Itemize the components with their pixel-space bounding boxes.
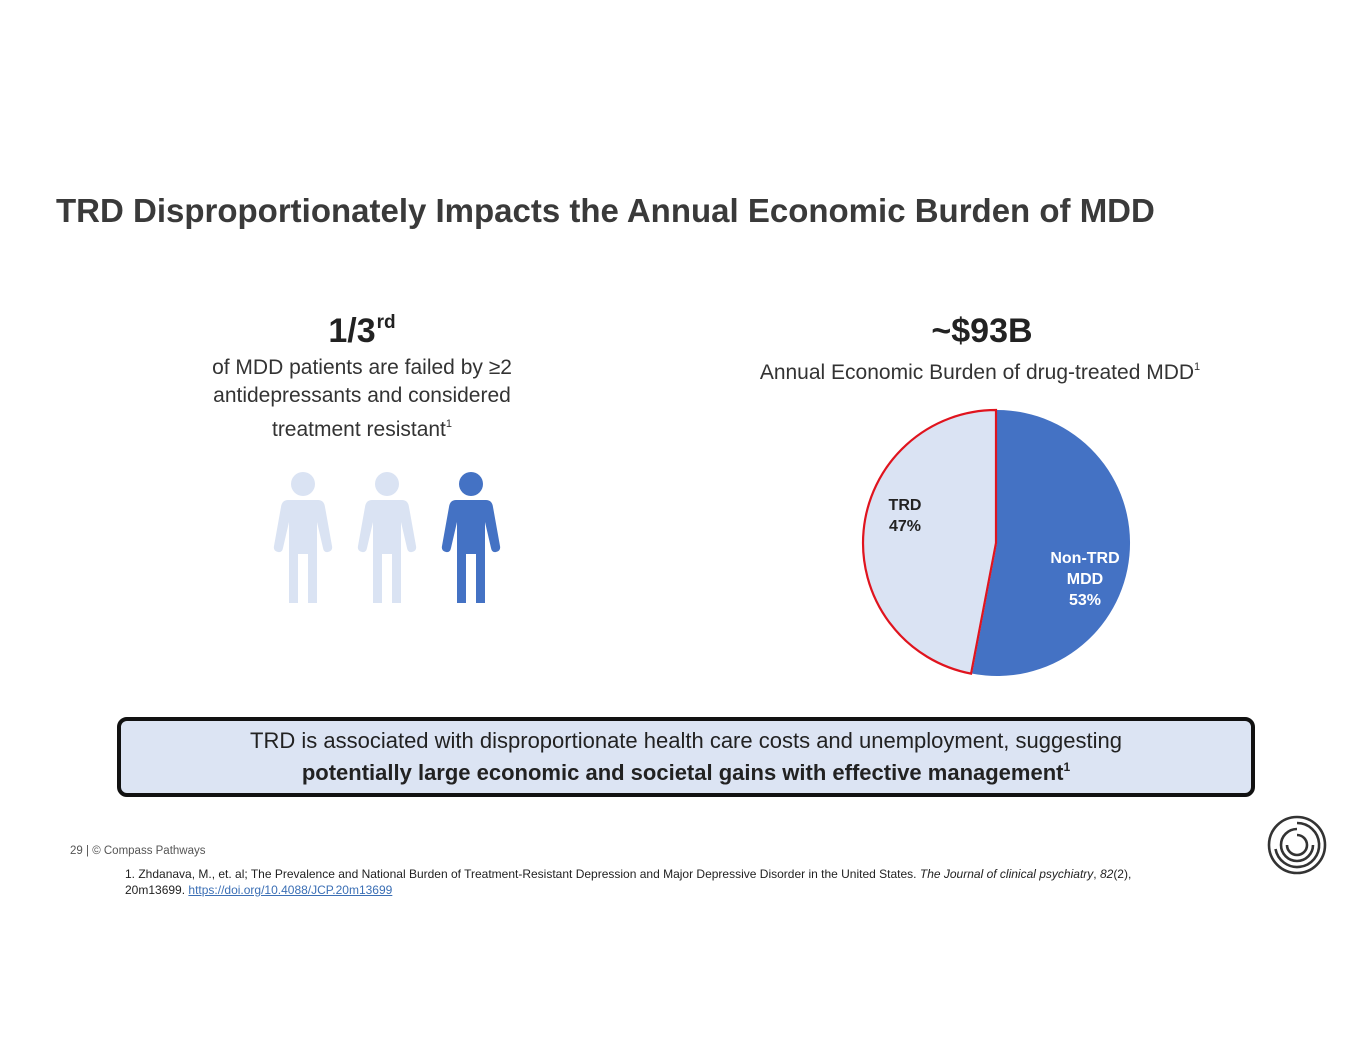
doi-link[interactable]: https://doi.org/10.4088/JCP.20m13699 <box>188 883 393 897</box>
pie-slice <box>972 410 1131 676</box>
left-stat-line: of MDD patients are failed by ≥2 <box>212 356 512 379</box>
pie-chart: Non-TRD MDD 53% TRD 47% <box>861 408 1131 676</box>
person-icon <box>273 472 333 603</box>
footnote-ref: 1 <box>1063 760 1071 774</box>
pie-slice-label: TRD 47% <box>889 497 922 535</box>
callout-line-1: TRD is associated with disproportionate … <box>250 728 1122 753</box>
right-stat-value: ~$93B <box>931 312 1033 350</box>
callout-line-2: potentially large economic and societal … <box>301 760 1071 785</box>
page-title: TRD Disproportionately Impacts the Annua… <box>56 192 1155 229</box>
callout-box: TRD is associated with disproportionate … <box>117 717 1255 797</box>
person-icon <box>357 472 417 603</box>
right-stat-description: Annual Economic Burden of drug-treated M… <box>759 361 1201 384</box>
reference-footnote: 1. Zhdanava, M., et. al; The Prevalence … <box>125 867 1132 897</box>
footer-separator: | <box>86 845 89 857</box>
left-stat-line: antidepressants and considered <box>213 384 511 407</box>
pie-slice-label: Non-TRD MDD 53% <box>1050 550 1119 609</box>
left-stat-line: treatment resistant1 <box>271 418 453 441</box>
page-number: 29 <box>70 845 83 857</box>
pie-slice <box>861 408 998 675</box>
footer: 29 | © Compass Pathways <box>70 845 206 857</box>
footnote-ref: 1 <box>1194 361 1201 373</box>
copyright: © Compass Pathways <box>92 845 206 857</box>
person-icon <box>441 472 501 603</box>
compass-pathways-logo-icon <box>1267 815 1327 875</box>
people-icons <box>273 472 501 603</box>
left-stat-value: 1/3rd <box>328 312 396 350</box>
left-stat-description: of MDD patients are failed by ≥2 antidep… <box>162 354 562 444</box>
footnote-ref: 1 <box>445 418 453 430</box>
